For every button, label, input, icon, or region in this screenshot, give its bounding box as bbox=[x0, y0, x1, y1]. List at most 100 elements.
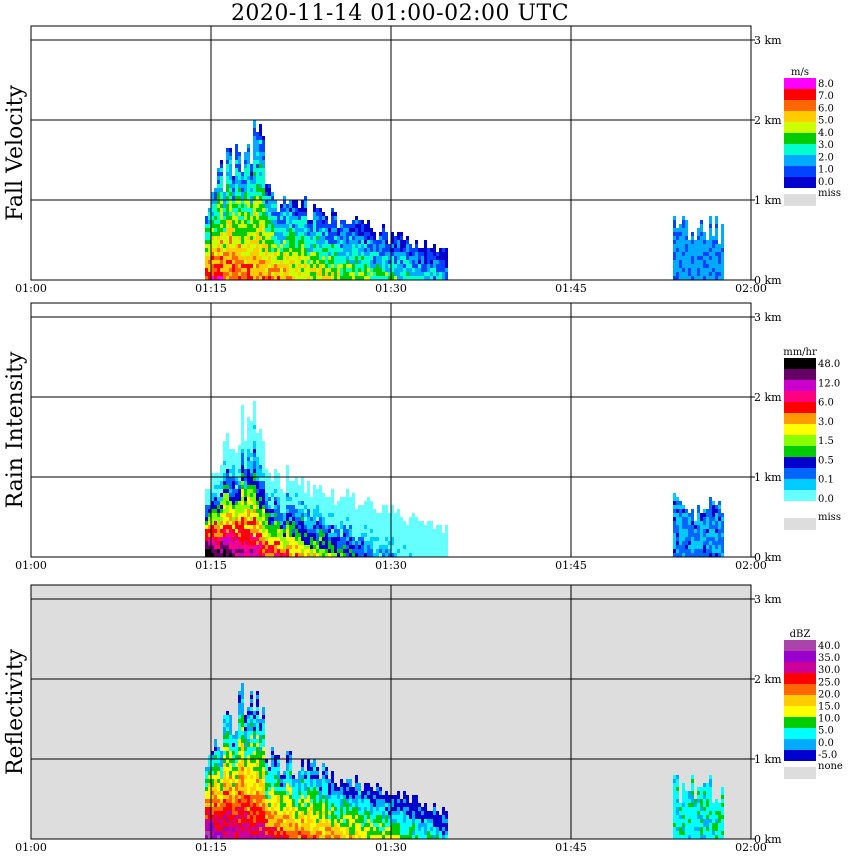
echo-cell bbox=[295, 553, 298, 557]
echo-cell bbox=[433, 549, 436, 553]
echo-cell bbox=[211, 521, 214, 525]
echo-cell bbox=[685, 827, 688, 831]
echo-cell bbox=[247, 272, 250, 276]
echo-cell bbox=[211, 212, 214, 216]
echo-cell bbox=[223, 751, 226, 755]
echo-cell bbox=[226, 835, 229, 839]
colorbar-swatch bbox=[784, 501, 816, 512]
colorbar-label: 0.5 bbox=[818, 455, 834, 466]
echo-cell bbox=[301, 787, 304, 791]
echo-cell bbox=[421, 827, 424, 831]
echo-cell bbox=[208, 521, 211, 525]
echo-cell bbox=[226, 787, 229, 791]
echo-cell bbox=[343, 521, 346, 525]
echo-cell bbox=[712, 248, 715, 252]
echo-cell bbox=[688, 248, 691, 252]
echo-cell bbox=[325, 787, 328, 791]
echo-cell bbox=[220, 545, 223, 549]
echo-cell bbox=[211, 252, 214, 256]
echo-cell bbox=[394, 533, 397, 537]
echo-cell bbox=[253, 481, 256, 485]
echo-cell bbox=[250, 521, 253, 525]
echo-cell bbox=[223, 735, 226, 739]
echo-cell bbox=[301, 791, 304, 795]
echo-cell bbox=[682, 220, 685, 224]
echo-cell bbox=[220, 763, 223, 767]
echo-cell bbox=[205, 228, 208, 232]
echo-cell bbox=[370, 264, 373, 268]
echo-cell bbox=[253, 461, 256, 465]
echo-cell bbox=[250, 723, 253, 727]
echo-cell bbox=[436, 272, 439, 276]
echo-cell bbox=[349, 264, 352, 268]
echo-cell bbox=[250, 787, 253, 791]
echo-cell bbox=[229, 477, 232, 481]
echo-cell bbox=[424, 276, 427, 280]
echo-cell bbox=[238, 168, 241, 172]
echo-cell bbox=[250, 545, 253, 549]
echo-cell bbox=[292, 795, 295, 799]
echo-cell bbox=[277, 244, 280, 248]
echo-cell bbox=[682, 541, 685, 545]
echo-cell bbox=[295, 541, 298, 545]
echo-cell bbox=[688, 541, 691, 545]
echo-cell bbox=[256, 441, 259, 445]
echo-cell bbox=[409, 268, 412, 272]
echo-cell bbox=[274, 272, 277, 276]
echo-cell bbox=[379, 791, 382, 795]
echo-cell bbox=[265, 803, 268, 807]
echo-cell bbox=[685, 248, 688, 252]
echo-cell bbox=[673, 533, 676, 537]
echo-cell bbox=[283, 771, 286, 775]
echo-cell bbox=[223, 827, 226, 831]
echo-cell bbox=[244, 735, 247, 739]
echo-cell bbox=[256, 260, 259, 264]
echo-cell bbox=[391, 831, 394, 835]
echo-cell bbox=[223, 739, 226, 743]
echo-cell bbox=[247, 200, 250, 204]
echo-cell bbox=[226, 453, 229, 457]
echo-cell bbox=[319, 248, 322, 252]
echo-cell bbox=[286, 537, 289, 541]
echo-cell bbox=[304, 831, 307, 835]
echo-cell bbox=[235, 477, 238, 481]
echo-cell bbox=[352, 541, 355, 545]
echo-cell bbox=[712, 240, 715, 244]
echo-cell bbox=[700, 244, 703, 248]
echo-cell bbox=[688, 272, 691, 276]
echo-cell bbox=[250, 513, 253, 517]
echo-cell bbox=[325, 803, 328, 807]
echo-cell bbox=[229, 835, 232, 839]
echo-cell bbox=[211, 236, 214, 240]
colorbar-swatch bbox=[784, 166, 816, 177]
echo-cell bbox=[286, 505, 289, 509]
echo-cell bbox=[319, 553, 322, 557]
echo-cell bbox=[310, 799, 313, 803]
echo-cell bbox=[331, 216, 334, 220]
echo-cell bbox=[415, 819, 418, 823]
echo-cell bbox=[688, 268, 691, 272]
echo-cell bbox=[253, 759, 256, 763]
echo-cell bbox=[373, 545, 376, 549]
echo-cell bbox=[397, 236, 400, 240]
echo-cell bbox=[307, 497, 310, 501]
echo-cell bbox=[229, 517, 232, 521]
echo-cell bbox=[244, 803, 247, 807]
echo-cell bbox=[697, 264, 700, 268]
echo-cell bbox=[358, 220, 361, 224]
echo-cell bbox=[253, 120, 256, 124]
echo-cell bbox=[703, 545, 706, 549]
echo-cell bbox=[238, 493, 241, 497]
echo-cell bbox=[316, 252, 319, 256]
echo-cell bbox=[703, 252, 706, 256]
echo-cell bbox=[274, 835, 277, 839]
echo-cell bbox=[310, 541, 313, 545]
echo-cell bbox=[265, 224, 268, 228]
echo-cell bbox=[679, 815, 682, 819]
echo-cell bbox=[229, 172, 232, 176]
echo-cell bbox=[424, 807, 427, 811]
echo-cell bbox=[283, 268, 286, 272]
echo-cell bbox=[313, 236, 316, 240]
echo-cell bbox=[208, 541, 211, 545]
echo-cell bbox=[373, 244, 376, 248]
